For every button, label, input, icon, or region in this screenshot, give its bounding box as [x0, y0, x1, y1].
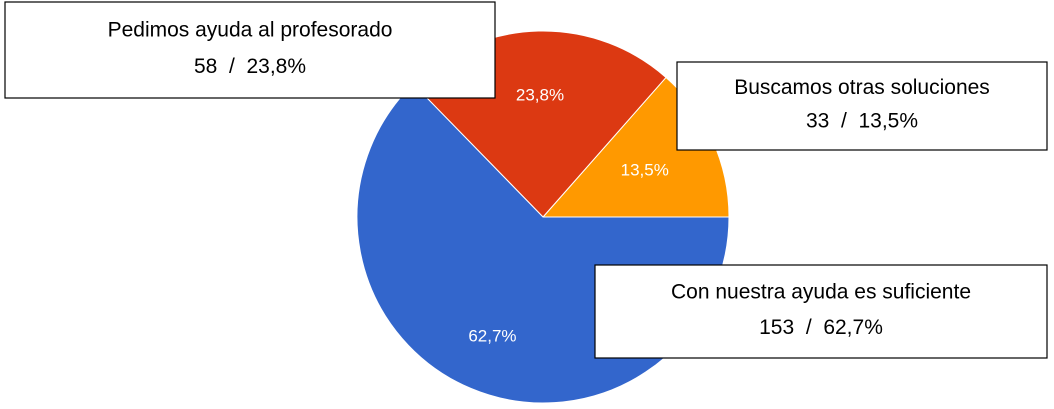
callout-box — [594, 264, 1048, 359]
slice-label: 13,5% — [621, 161, 669, 180]
callout-category: Con nuestra ayuda es suficiente — [671, 280, 971, 303]
callout-category: Buscamos otras soluciones — [734, 76, 990, 99]
callout-box — [4, 1, 496, 99]
callout-value: 33 / 13,5% — [806, 109, 918, 132]
slice-label: 62,7% — [468, 326, 516, 345]
callout-category: Pedimos ayuda al profesorado — [108, 18, 393, 41]
callout-value: 153 / 62,7% — [759, 316, 883, 339]
callout-box — [676, 61, 1048, 151]
callout-value: 58 / 23,8% — [194, 55, 306, 78]
slice-label: 23,8% — [516, 86, 564, 105]
